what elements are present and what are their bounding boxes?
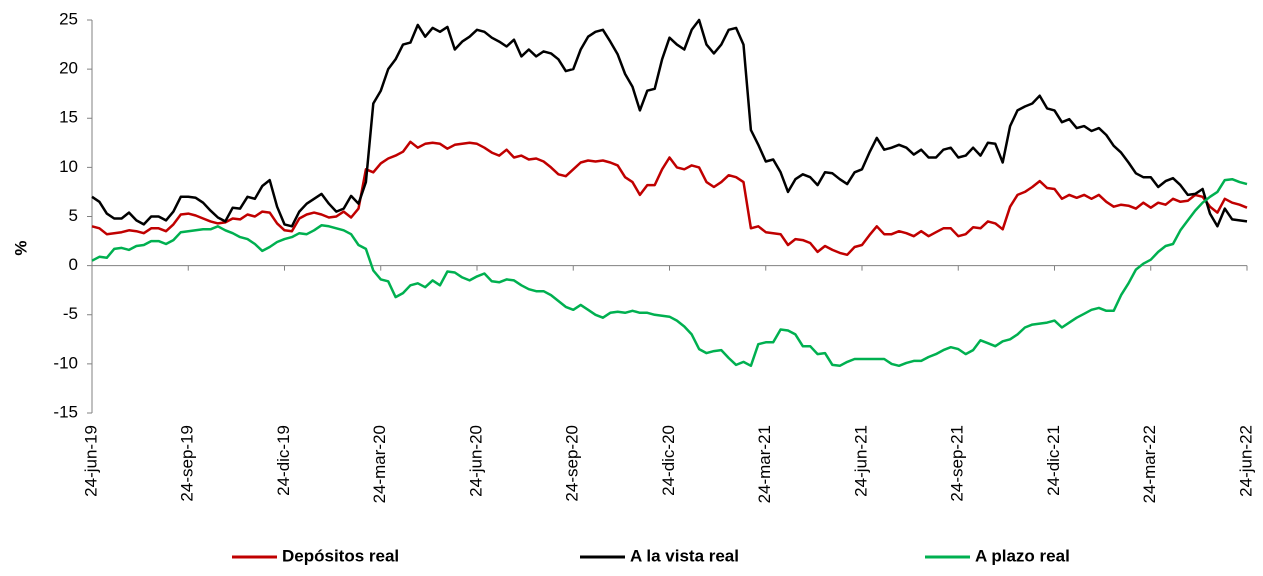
x-tick-label: 24-dic-19 (274, 425, 293, 496)
y-tick-label: -15 (53, 402, 78, 421)
y-tick-label: 0 (69, 255, 78, 274)
x-tick-label: 24-dic-21 (1044, 425, 1063, 496)
series-line (91, 177, 1248, 368)
x-tick-label: 24-mar-20 (370, 425, 389, 503)
legend-label: Depósitos real (282, 546, 399, 565)
x-tick-label: 24-jun-19 (81, 425, 100, 497)
series-line (91, 140, 1248, 257)
y-tick-label: -10 (53, 353, 78, 372)
series-line (91, 18, 1248, 228)
x-tick-label: 24-mar-22 (1140, 425, 1159, 503)
y-tick-label: 10 (59, 157, 78, 176)
legend-label: A la vista real (630, 546, 739, 565)
y-tick-label: 25 (59, 9, 78, 28)
y-tick-label: -5 (63, 304, 78, 323)
x-tick-label: 24-sep-19 (178, 425, 197, 502)
x-tick-label: 24-sep-21 (948, 425, 967, 502)
y-tick-label: 15 (59, 108, 78, 127)
x-tick-label: 24-dic-20 (659, 425, 678, 496)
legend-label: A plazo real (975, 546, 1070, 565)
y-tick-label: 20 (59, 59, 78, 78)
x-tick-label: 24-jun-21 (851, 425, 870, 497)
x-tick-label: 24-sep-20 (563, 425, 582, 502)
x-tick-label: 24-jun-22 (1236, 425, 1255, 497)
x-tick-label: 24-mar-21 (755, 425, 774, 503)
y-tick-label: 5 (69, 206, 78, 225)
x-tick-label: 24-jun-20 (466, 425, 485, 497)
y-axis-label: % (11, 240, 30, 255)
